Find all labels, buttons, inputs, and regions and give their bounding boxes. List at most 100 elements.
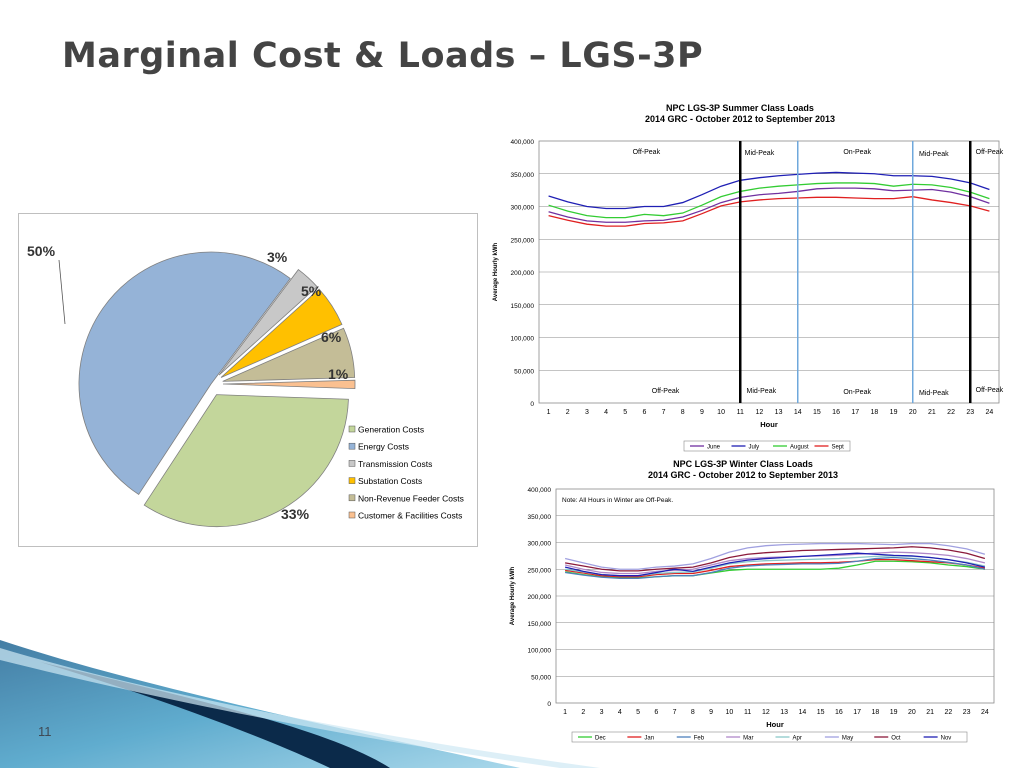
x-tick-label: 22 (947, 409, 955, 416)
pie-slice-customer-facilities-costs (222, 379, 356, 390)
x-tick-label: 3 (585, 409, 589, 416)
x-tick-label: 5 (636, 709, 640, 716)
x-tick-label: 10 (717, 409, 725, 416)
legend-entry: Non-Revenue Feeder Costs (358, 493, 464, 503)
legend-swatch (348, 494, 356, 502)
x-tick-label: 6 (654, 709, 658, 716)
series-line-sept (548, 196, 990, 227)
pie-data-label: 6% (321, 329, 342, 345)
pie-slice-energy-costs (78, 251, 291, 495)
y-tick-label: 0 (547, 701, 551, 708)
series-line-july (548, 171, 990, 210)
legend-entry: Mar (743, 736, 753, 742)
legend-entry: Dec (595, 736, 606, 742)
x-tick-label: 22 (944, 709, 952, 716)
x-tick-label: 17 (851, 409, 859, 416)
y-tick-label: 400,000 (511, 139, 535, 146)
chart-title: NPC LGS-3P Summer Class Loads (666, 103, 814, 113)
x-axis-label: Hour (766, 720, 784, 729)
x-tick-label: 14 (794, 409, 802, 416)
pie-data-label: 5% (301, 283, 322, 299)
x-tick-label: 17 (853, 709, 861, 716)
series-line-may (564, 542, 986, 570)
chart-subtitle: 2014 GRC - October 2012 to September 201… (645, 114, 835, 124)
x-tick-label: 6 (642, 409, 646, 416)
legend-entry: Sept (832, 445, 845, 451)
y-tick-label: 200,000 (528, 594, 552, 601)
pie-slice-transmission-costs (218, 269, 318, 376)
pie-data-label: 50% (27, 243, 56, 259)
x-tick-label: 5 (623, 409, 627, 416)
x-tick-label: 8 (681, 409, 685, 416)
period-label-top: Mid-Peak (919, 151, 949, 158)
y-tick-label: 400,000 (528, 487, 552, 494)
y-axis-label: Average Hourly kWh (510, 566, 516, 625)
y-tick-label: 50,000 (514, 368, 534, 375)
series-line-august (548, 182, 990, 219)
x-tick-label: 21 (928, 409, 936, 416)
series-line-feb (565, 556, 986, 579)
legend-swatch (348, 477, 356, 484)
series-line-june (548, 187, 990, 223)
x-tick-label: 20 (909, 409, 917, 416)
legend-entry: Customer & Facilities Costs (358, 511, 462, 521)
period-label-bottom: Off-Peak (976, 387, 1004, 394)
legend-swatch (348, 460, 356, 467)
x-tick-label: 14 (798, 709, 806, 716)
x-tick-label: 18 (871, 709, 879, 716)
x-tick-label: 13 (775, 409, 783, 416)
legend-entry: Oct (891, 736, 901, 742)
x-tick-label: 15 (817, 709, 825, 716)
series-line-mar (564, 551, 986, 575)
x-tick-label: 13 (780, 709, 788, 716)
x-tick-label: 24 (986, 409, 994, 416)
x-tick-label: 12 (762, 709, 770, 716)
pie-data-label: 1% (328, 366, 349, 382)
series-line-jan (565, 558, 985, 578)
period-label-bottom: Mid-Peak (919, 390, 949, 397)
legend-entry: May (842, 736, 853, 742)
y-tick-label: 200,000 (511, 270, 535, 277)
x-tick-label: 1 (547, 409, 551, 416)
x-tick-label: 4 (618, 709, 622, 716)
legend-entry: Transmission Costs (358, 459, 432, 469)
legend-box (571, 731, 968, 743)
x-tick-label: 8 (691, 709, 695, 716)
x-tick-label: 24 (981, 709, 989, 716)
winter-chart: NPC LGS-3P Winter Class Loads 2014 GRC - … (496, 454, 1006, 751)
x-tick-label: 19 (890, 409, 898, 416)
y-tick-label: 300,000 (511, 205, 535, 212)
y-tick-label: 150,000 (511, 303, 535, 310)
summer-chart: NPC LGS-3P Summer Class Loads 2014 GRC - … (478, 98, 1018, 465)
leader-line (58, 259, 66, 325)
y-axis-label: Average Hourly kWh (493, 242, 499, 301)
period-label-top: Mid-Peak (745, 150, 775, 157)
x-tick-label: 7 (662, 409, 666, 416)
x-tick-label: 10 (725, 709, 733, 716)
legend-swatch (348, 442, 356, 450)
period-label-bottom: Mid-Peak (747, 388, 777, 395)
legend-entry: Substation Costs (358, 476, 422, 486)
pie-slice-non-revenue-feeder-costs (222, 327, 356, 382)
y-tick-label: 300,000 (528, 541, 552, 548)
y-tick-label: 50,000 (531, 674, 551, 681)
cost-pie-chart: 33% 50% 3% 5% 6% 1% Generation Costs Energy Cos… (27, 243, 464, 528)
period-label-top: On-Peak (843, 149, 871, 156)
legend-entry: Feb (694, 736, 705, 742)
x-tick-label: 9 (700, 409, 704, 416)
legend-entry: July (749, 445, 760, 451)
chart-title: NPC LGS-3P Winter Class Loads (673, 459, 813, 469)
x-tick-label: 11 (737, 409, 744, 416)
y-tick-label: 350,000 (511, 172, 535, 179)
x-tick-label: 2 (581, 709, 585, 716)
legend-box (683, 440, 851, 452)
y-tick-label: 150,000 (528, 621, 552, 628)
y-tick-label: 100,000 (528, 648, 552, 655)
legend-entry: August (790, 445, 809, 451)
x-axis-label: Hour (760, 420, 778, 429)
legend-entry: Energy Costs (358, 442, 409, 452)
x-tick-label: 7 (673, 709, 677, 716)
legend-swatch (348, 511, 356, 519)
